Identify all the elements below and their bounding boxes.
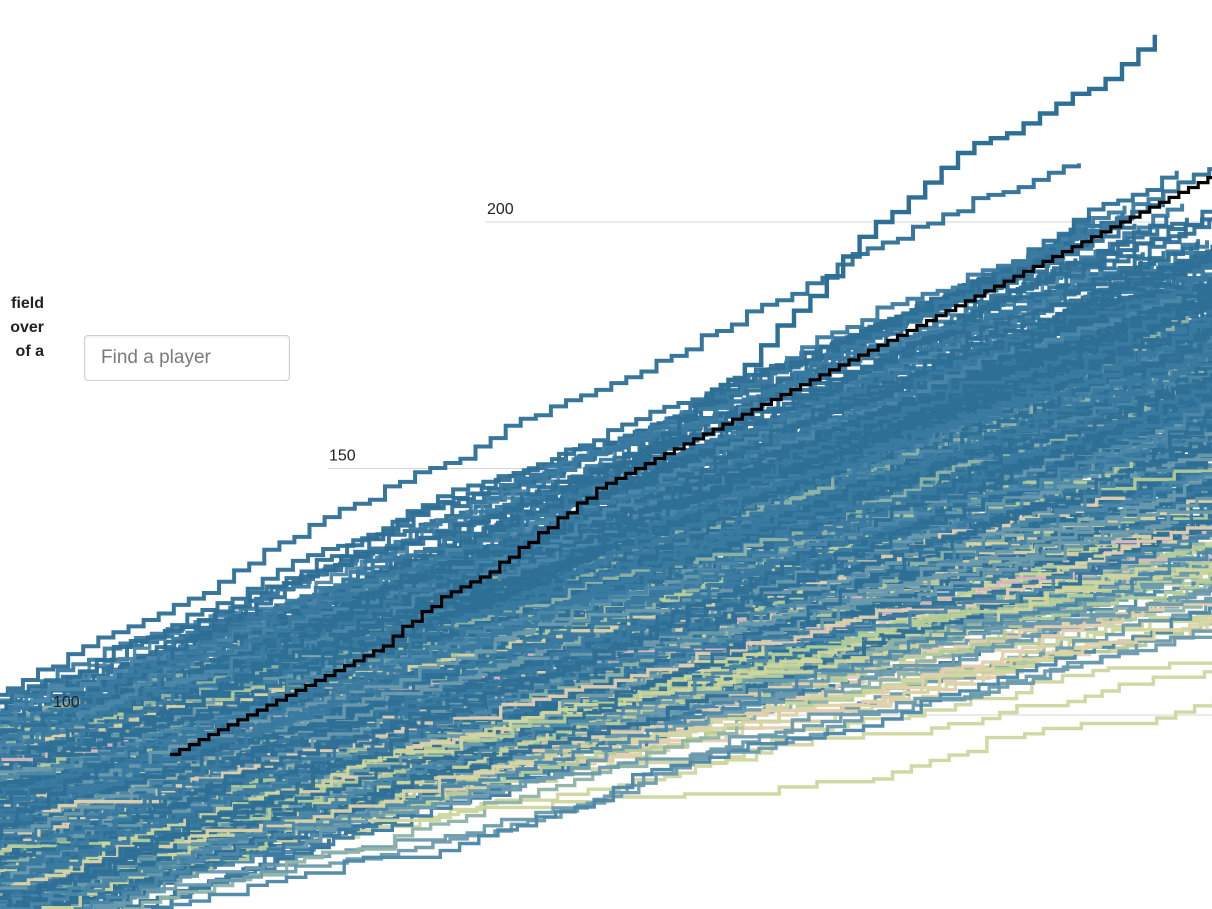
- player-line[interactable]: [0, 350, 1076, 823]
- player-line[interactable]: [0, 438, 1212, 909]
- intro-line-2: over: [10, 319, 44, 336]
- player-line[interactable]: [72, 392, 1212, 784]
- player-line[interactable]: [29, 311, 1176, 864]
- player-line[interactable]: [6, 585, 1212, 886]
- player-line[interactable]: [40, 327, 1212, 852]
- player-line[interactable]: [0, 561, 1212, 879]
- player-line[interactable]: [10, 567, 1212, 886]
- player-lines-layer: [0, 163, 1212, 909]
- player-line[interactable]: [78, 321, 1212, 878]
- gridline-label-200: 200: [487, 201, 514, 218]
- player-line[interactable]: [0, 200, 1212, 742]
- intro-line-1: field: [11, 295, 44, 312]
- gridline-label-100: 100: [53, 694, 80, 711]
- player-line[interactable]: [0, 282, 1212, 858]
- player-line[interactable]: [0, 465, 1212, 909]
- player-line[interactable]: [0, 226, 1088, 764]
- player-line[interactable]: [0, 553, 1212, 902]
- player-line[interactable]: [75, 488, 1212, 909]
- reference-player-line[interactable]: [170, 163, 1212, 756]
- player-line[interactable]: [0, 291, 1197, 776]
- player-line[interactable]: [0, 229, 1212, 761]
- gridline-label-150: 150: [329, 448, 356, 465]
- chart-intro-text: field over of a: [0, 292, 44, 364]
- highlighted-lines-layer: [56, 34, 1212, 757]
- player-line[interactable]: [0, 163, 1081, 740]
- player-line[interactable]: [0, 375, 1212, 804]
- player-line[interactable]: [56, 251, 1165, 784]
- player-line[interactable]: [33, 194, 1212, 750]
- leading-player-line[interactable]: [56, 34, 1157, 757]
- player-line[interactable]: [0, 474, 1212, 907]
- gridline-labels-layer: 100 150 200: [53, 201, 514, 711]
- player-line[interactable]: [0, 589, 1212, 845]
- find-player-input[interactable]: [84, 335, 290, 381]
- player-line[interactable]: [0, 246, 1212, 839]
- player-line[interactable]: [25, 461, 1174, 884]
- player-line[interactable]: [0, 370, 1097, 839]
- intro-line-3: of a: [15, 343, 44, 360]
- player-line[interactable]: [0, 267, 1121, 766]
- player-line[interactable]: [9, 198, 1212, 755]
